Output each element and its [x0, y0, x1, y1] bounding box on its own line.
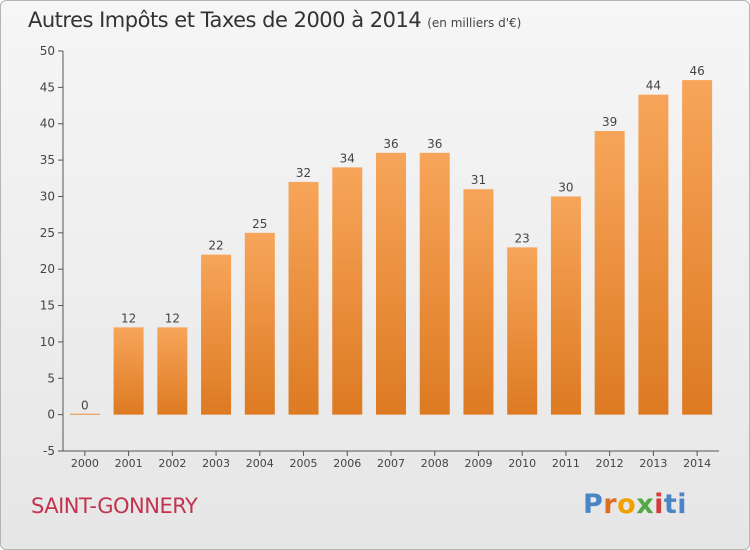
- x-tick-label: 2013: [639, 457, 667, 470]
- y-tick-label: -5: [43, 444, 55, 458]
- data-label: 36: [427, 137, 442, 151]
- bars: [69, 80, 713, 415]
- data-label: 30: [558, 180, 573, 194]
- x-tick-label: 2003: [202, 457, 230, 470]
- chart-title: Autres Impôts et Taxes de 2000 à 2014 (en…: [28, 8, 521, 32]
- bar-2001: [113, 327, 144, 415]
- x-tick-label: 2006: [333, 457, 361, 470]
- bar-2013: [638, 94, 669, 415]
- axes: -5 0 5 10 15 20 25 30 35 40 45 50 2000 2001 2002 2003 20…: [40, 44, 719, 470]
- data-label: 31: [471, 173, 486, 187]
- bar-2000: [69, 413, 100, 415]
- data-label: 32: [296, 166, 311, 180]
- x-tick-label: 2004: [246, 457, 274, 470]
- data-label: 36: [383, 137, 398, 151]
- y-tick-label: 5: [47, 371, 55, 385]
- data-label: 25: [252, 217, 267, 231]
- y-tick-label: 0: [47, 408, 55, 422]
- bar-2014: [682, 80, 713, 415]
- data-label: 0: [81, 399, 89, 413]
- y-tick-label: 50: [40, 44, 55, 58]
- bar-2005: [288, 181, 319, 415]
- x-tick-label: 2009: [464, 457, 492, 470]
- proxiti-logo: Proxiti: [583, 489, 688, 520]
- bar-2004: [244, 232, 275, 415]
- data-labels: 0 12 12 22 25 32 34 36 36 31 23 30 39 44 46: [81, 64, 705, 413]
- x-tick-label: 2012: [596, 457, 624, 470]
- y-tick-label: 35: [40, 153, 55, 167]
- x-tick-label: 2011: [552, 457, 580, 470]
- x-tick-label: 2002: [158, 457, 186, 470]
- data-label: 12: [121, 311, 136, 325]
- chart-subtitle: (en milliers d'€): [427, 16, 522, 30]
- bar-2008: [419, 152, 450, 415]
- data-label: 12: [165, 311, 180, 325]
- y-tick-label: 10: [40, 335, 55, 349]
- data-label: 39: [602, 115, 617, 129]
- bar-2003: [201, 254, 232, 415]
- data-label: 34: [340, 151, 355, 165]
- bar-2009: [463, 189, 494, 415]
- bar-2012: [594, 131, 625, 415]
- y-tick-label: 25: [40, 226, 55, 240]
- x-tick-label: 2007: [377, 457, 405, 470]
- bar-2011: [550, 196, 581, 415]
- y-tick-label: 15: [40, 299, 55, 313]
- y-tick-label: 20: [40, 262, 55, 276]
- data-label: 46: [689, 64, 704, 78]
- bar-2010: [507, 247, 538, 415]
- x-tick-label: 2001: [115, 457, 143, 470]
- bar-2002: [157, 327, 188, 415]
- x-tick-label: 2010: [508, 457, 536, 470]
- x-tick-label: 2005: [290, 457, 318, 470]
- bar-2006: [332, 167, 363, 415]
- y-tick-label: 45: [40, 80, 55, 94]
- data-label: 22: [208, 239, 223, 253]
- y-tick-label: 40: [40, 117, 55, 131]
- data-label: 23: [515, 231, 530, 245]
- x-tick-label: 2008: [421, 457, 449, 470]
- x-tick-label: 2000: [71, 457, 99, 470]
- data-label: 44: [646, 79, 661, 93]
- commune-name: SAINT-GONNERY: [31, 494, 198, 518]
- bar-2007: [376, 152, 406, 415]
- y-tick-label: 30: [40, 189, 55, 203]
- x-tick-label: 2014: [683, 457, 711, 470]
- chart-title-text: Autres Impôts et Taxes de 2000 à 2014: [28, 8, 422, 32]
